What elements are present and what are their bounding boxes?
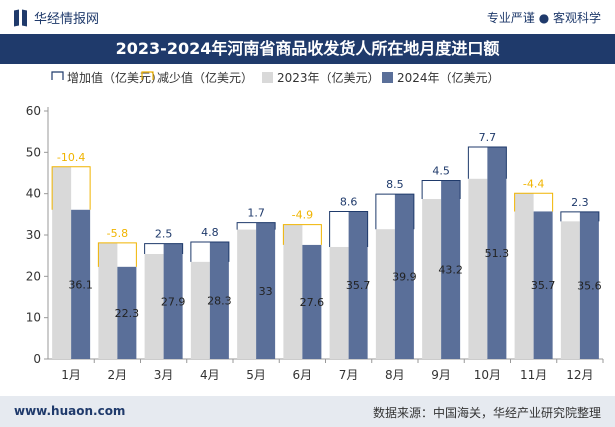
bar-2024 [441, 180, 461, 359]
x-tick-label: 10月 [474, 368, 501, 382]
x-tick-label: 6月 [293, 368, 313, 382]
bar-2023 [52, 166, 72, 359]
huajing-logo-icon [14, 10, 28, 26]
bar-2023 [375, 229, 395, 359]
y-tick-label: 10 [26, 311, 41, 325]
y-tick-label: 0 [33, 352, 41, 366]
bar-2024 [71, 209, 91, 359]
value-label-2024: 22.3 [115, 307, 140, 320]
bar-2024 [487, 146, 507, 359]
change-label: 8.6 [340, 195, 358, 208]
bar-2024 [394, 194, 414, 359]
decrease-marker [51, 166, 91, 210]
value-label-2024: 35.6 [577, 279, 602, 292]
x-tick-label: 8月 [385, 368, 405, 382]
value-label-2024: 27.9 [161, 295, 186, 308]
increase-marker [375, 193, 415, 230]
legend-label: 增加值（亿美元） [67, 70, 163, 85]
value-label-2024: 33 [259, 285, 273, 298]
change-label: 2.3 [571, 196, 589, 209]
bar-2023 [190, 261, 210, 359]
value-label-2024: 51.3 [485, 247, 510, 260]
bar-2024 [533, 211, 553, 359]
footer-source: 数据来源：中国海关，华经产业研究院整理 [372, 406, 601, 420]
legend-label: 2024年（亿美元） [397, 70, 500, 85]
change-label: 2.5 [155, 228, 173, 241]
value-label-2024: 39.9 [392, 271, 417, 284]
x-tick-label: 7月 [339, 368, 359, 382]
bar-2023 [329, 246, 349, 359]
legend-label: 2023年（亿美元） [277, 70, 380, 85]
legend-label: 减少值（亿美元） [157, 70, 253, 85]
bar-2023 [144, 254, 164, 359]
x-tick-label: 3月 [154, 368, 174, 382]
y-tick-label: 30 [26, 228, 41, 242]
monthly-import-chart: 增加值（亿美元）减少值（亿美元） 2023年（亿美元） 2024年（亿美元） 0 10 2… [26, 70, 604, 382]
change-label: 4.8 [201, 226, 219, 239]
increase-marker [144, 243, 184, 255]
bar-2024 [209, 242, 229, 359]
chart-title: 2023-2024年河南省商品收发货人所在地月度进口额 [0, 34, 615, 64]
increase-marker [329, 210, 369, 247]
brand: 华经情报网 [14, 8, 99, 27]
increase-marker [467, 146, 507, 179]
legend-swatch [262, 72, 273, 83]
change-label: -4.9 [292, 209, 313, 222]
bar-2023 [468, 178, 488, 359]
tagline: 专业严谨 ● 客观科学 [486, 11, 601, 25]
y-tick-label: 60 [26, 104, 41, 118]
brand-name: 华经情报网 [34, 12, 100, 27]
legend-swatch [141, 71, 154, 80]
change-label: 1.7 [247, 207, 265, 220]
bar-2023 [422, 199, 442, 359]
increase-marker [236, 222, 276, 230]
increase-marker [190, 241, 230, 262]
x-tick-label: 1月 [61, 368, 81, 382]
change-label: 4.5 [432, 164, 450, 177]
change-label: -5.8 [107, 227, 128, 240]
bar-2024 [163, 243, 183, 359]
value-label-2024: 35.7 [346, 279, 371, 292]
bar-2024 [579, 211, 599, 359]
x-tick-label: 11月 [520, 368, 547, 382]
decrease-marker [97, 242, 137, 267]
value-label-2024: 43.2 [438, 264, 463, 277]
y-tick-label: 50 [26, 145, 41, 159]
value-label-2024: 28.3 [207, 295, 232, 308]
change-label: 8.5 [386, 178, 404, 191]
x-tick-label: 2月 [108, 368, 128, 382]
footer-website: www.huaon.com [14, 404, 126, 418]
bar-2023 [560, 221, 580, 359]
change-label: 7.7 [479, 131, 497, 144]
x-tick-label: 4月 [200, 368, 220, 382]
x-tick-label: 9月 [431, 368, 451, 382]
change-label: -10.4 [57, 151, 85, 164]
bar-2024 [302, 244, 322, 359]
top-bar: 华经情报网 专业严谨 ● 客观科学 [0, 0, 615, 34]
bar-2024 [117, 266, 137, 359]
legend-swatch [382, 72, 393, 83]
y-tick-label: 40 [26, 187, 41, 201]
increase-marker [421, 179, 461, 200]
value-label-2024: 35.7 [531, 279, 556, 292]
decrease-marker [514, 192, 554, 212]
value-label-2024: 36.1 [68, 278, 93, 291]
y-tick-label: 20 [26, 269, 41, 283]
decrease-marker [282, 224, 322, 245]
bar-2024 [256, 222, 276, 359]
bar-2024 [348, 211, 368, 359]
x-tick-label: 12月 [566, 368, 593, 382]
bar-2023 [98, 242, 118, 359]
footer: www.huaon.com 数据来源：中国海关，华经产业研究院整理 [0, 396, 615, 427]
bar-2023 [283, 224, 303, 359]
bar-2023 [514, 193, 534, 359]
value-label-2024: 27.6 [300, 296, 325, 309]
increase-marker [560, 211, 600, 222]
bar-2023 [237, 229, 257, 359]
change-label: -4.4 [523, 177, 544, 190]
x-tick-label: 5月 [246, 368, 266, 382]
legend-swatch [51, 71, 64, 80]
